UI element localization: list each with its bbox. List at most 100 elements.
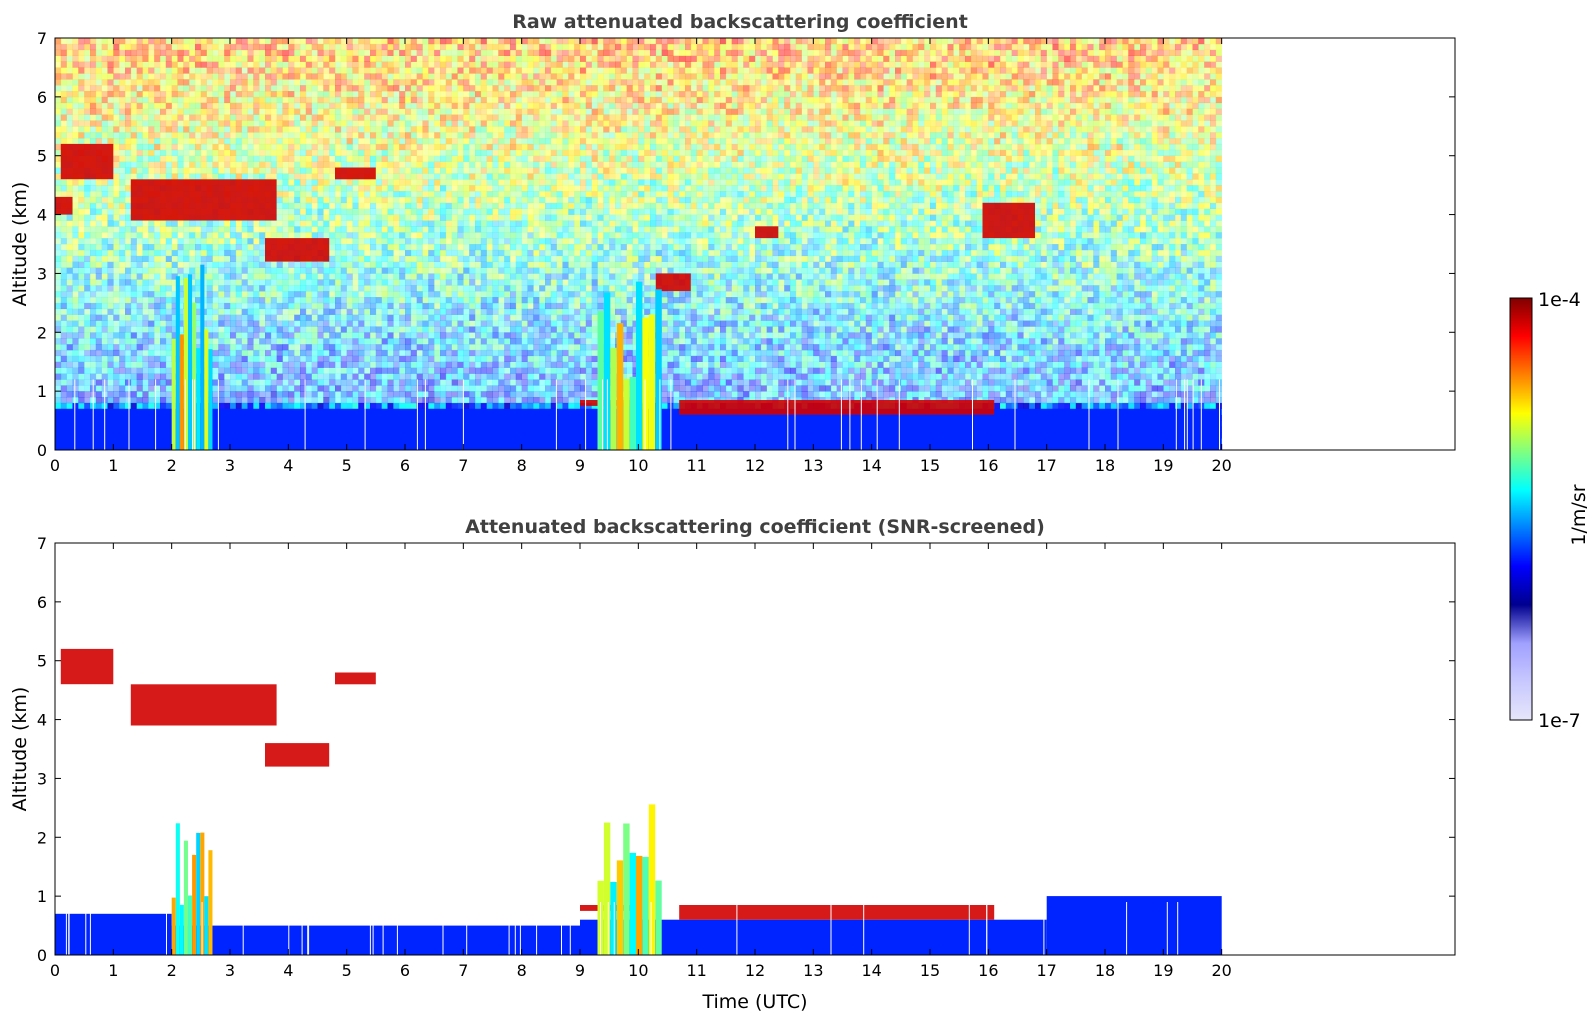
noise-cell bbox=[434, 302, 441, 310]
noise-cell bbox=[66, 61, 73, 68]
noise-cell bbox=[340, 49, 347, 56]
noise-cell bbox=[160, 349, 167, 357]
noise-cell bbox=[405, 349, 412, 357]
noise-cell bbox=[148, 43, 155, 51]
noise-cell bbox=[270, 114, 277, 121]
noise-cell bbox=[288, 367, 295, 374]
noise-cell bbox=[171, 238, 178, 245]
noise-cell bbox=[370, 226, 377, 233]
noise-cell bbox=[457, 102, 464, 109]
noise-cell bbox=[469, 297, 476, 304]
noise-cell bbox=[218, 173, 225, 180]
noise-cell bbox=[125, 138, 132, 145]
noise-cell bbox=[84, 232, 91, 239]
noise-cell bbox=[387, 273, 394, 280]
noise-cell bbox=[72, 267, 79, 274]
noise-cell bbox=[206, 161, 213, 168]
noise-cell bbox=[399, 132, 406, 139]
noise-cell bbox=[329, 185, 336, 192]
noise-cell bbox=[95, 367, 102, 374]
noise-cell bbox=[55, 338, 62, 345]
noise-cell bbox=[305, 38, 312, 45]
noise-cell bbox=[107, 244, 114, 251]
noise-cell bbox=[335, 55, 342, 62]
noise-cell bbox=[416, 114, 423, 121]
noise-cell bbox=[78, 244, 85, 251]
noise-cell bbox=[235, 314, 242, 321]
noise-cell bbox=[346, 373, 353, 380]
noise-cell bbox=[387, 344, 394, 351]
noise-cell bbox=[113, 91, 120, 98]
noise-cell bbox=[276, 108, 283, 115]
noise-cell bbox=[370, 332, 377, 339]
noise-cell bbox=[125, 308, 132, 315]
noise-cell bbox=[160, 385, 167, 392]
noise-cell bbox=[165, 361, 172, 368]
noise-cell bbox=[445, 185, 452, 192]
noise-cell bbox=[428, 361, 435, 368]
noise-cell bbox=[224, 355, 231, 362]
noise-cell bbox=[329, 55, 336, 62]
noise-cell bbox=[95, 85, 102, 92]
noise-cell bbox=[387, 138, 394, 145]
noise-cell bbox=[387, 155, 394, 162]
noise-cell bbox=[445, 402, 452, 410]
noise-cell bbox=[399, 196, 406, 204]
noise-cell bbox=[416, 273, 423, 280]
noise-cell bbox=[253, 155, 260, 162]
noise-cell bbox=[405, 308, 412, 315]
noise-cell bbox=[66, 332, 73, 339]
noise-cell bbox=[72, 61, 79, 68]
noise-cell bbox=[276, 143, 283, 151]
noise-cell bbox=[364, 297, 371, 304]
noise-cell bbox=[60, 96, 67, 104]
noise-cell bbox=[340, 349, 347, 357]
noise-cell bbox=[224, 73, 231, 80]
noise-cell bbox=[55, 367, 62, 374]
noise-cell bbox=[218, 226, 225, 233]
noise-cell bbox=[148, 320, 155, 327]
noise-cell bbox=[142, 173, 149, 180]
noise-cell bbox=[230, 249, 237, 257]
noise-cell bbox=[265, 67, 272, 74]
noise-cell bbox=[270, 38, 277, 45]
noise-cell bbox=[253, 120, 260, 127]
noise-cell bbox=[230, 338, 237, 345]
noise-cell bbox=[300, 355, 307, 362]
noise-cell bbox=[311, 355, 318, 362]
noise-cell bbox=[154, 167, 161, 174]
noise-cell bbox=[317, 285, 324, 292]
noise-cell bbox=[72, 91, 79, 98]
noise-cell bbox=[154, 338, 161, 345]
noise-cell bbox=[230, 326, 237, 333]
noise-cell bbox=[230, 96, 237, 104]
noise-cell bbox=[405, 208, 412, 215]
noise-cell bbox=[451, 273, 458, 280]
noise-cell bbox=[300, 108, 307, 115]
noise-cell bbox=[189, 173, 196, 180]
noise-cell bbox=[125, 55, 132, 62]
noise-cell bbox=[66, 214, 73, 221]
noise-cell bbox=[440, 67, 447, 74]
noise-cell bbox=[434, 126, 441, 133]
noise-cell bbox=[387, 49, 394, 56]
noise-cell bbox=[323, 73, 330, 80]
noise-cell bbox=[224, 108, 231, 115]
noise-cell bbox=[113, 196, 120, 204]
noise-cell bbox=[212, 267, 219, 274]
noise-cell bbox=[55, 61, 62, 68]
noise-cell bbox=[119, 85, 126, 92]
noise-cell bbox=[160, 79, 167, 86]
noise-cell bbox=[212, 108, 219, 115]
noise-cell bbox=[381, 208, 388, 215]
noise-cell bbox=[393, 279, 400, 286]
noise-cell bbox=[340, 155, 347, 162]
noise-cell bbox=[300, 361, 307, 368]
noise-cell bbox=[305, 297, 312, 304]
noise-cell bbox=[107, 138, 114, 145]
noise-cell bbox=[148, 55, 155, 62]
noise-cell bbox=[399, 61, 406, 68]
noise-cell bbox=[60, 367, 67, 374]
noise-cell bbox=[381, 179, 388, 186]
noise-cell bbox=[440, 143, 447, 151]
